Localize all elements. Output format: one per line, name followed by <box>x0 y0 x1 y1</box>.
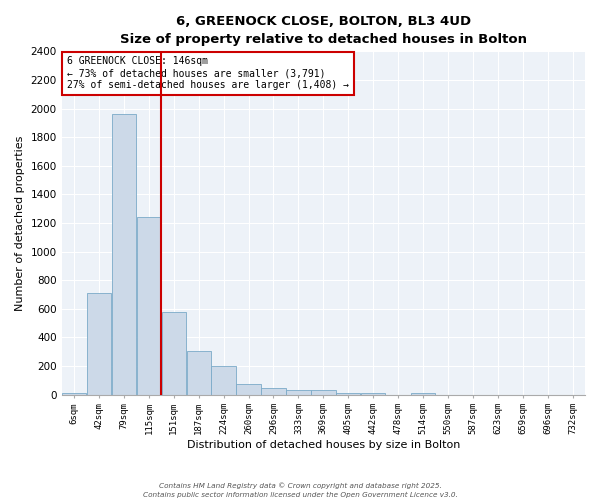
Bar <box>137 217 161 394</box>
Y-axis label: Number of detached properties: Number of detached properties <box>15 136 25 310</box>
Bar <box>361 393 385 394</box>
Bar <box>187 351 211 395</box>
Bar <box>62 393 86 394</box>
Bar <box>211 366 236 394</box>
Bar <box>311 390 335 394</box>
Text: 6 GREENOCK CLOSE: 146sqm
← 73% of detached houses are smaller (3,791)
27% of sem: 6 GREENOCK CLOSE: 146sqm ← 73% of detach… <box>67 56 349 90</box>
Bar <box>336 393 361 394</box>
Bar <box>87 293 111 394</box>
Bar <box>286 390 311 394</box>
Bar <box>161 312 186 394</box>
Bar <box>236 384 261 394</box>
Title: 6, GREENOCK CLOSE, BOLTON, BL3 4UD
Size of property relative to detached houses : 6, GREENOCK CLOSE, BOLTON, BL3 4UD Size … <box>120 15 527 46</box>
Bar <box>411 393 435 394</box>
Text: Contains HM Land Registry data © Crown copyright and database right 2025.
Contai: Contains HM Land Registry data © Crown c… <box>143 482 457 498</box>
Bar <box>261 388 286 394</box>
X-axis label: Distribution of detached houses by size in Bolton: Distribution of detached houses by size … <box>187 440 460 450</box>
Bar <box>112 114 136 394</box>
